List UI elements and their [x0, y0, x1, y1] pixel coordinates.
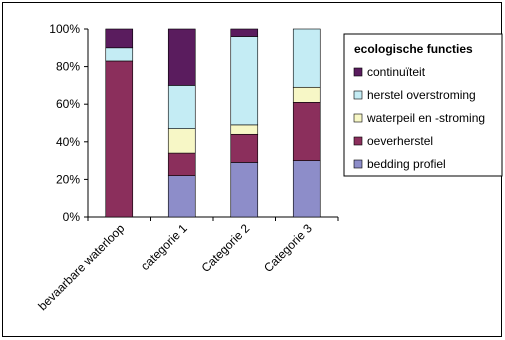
legend-item-label: oeverherstel	[367, 134, 433, 148]
bar-segment	[230, 162, 259, 218]
y-tick-label: 0%	[63, 210, 81, 224]
bar-segment	[230, 28, 259, 37]
x-tick-label: Categorie 2	[199, 221, 253, 275]
legend-title: ecologische functies	[354, 42, 473, 56]
y-tick-label: 40%	[56, 135, 80, 149]
bar-segment	[105, 28, 134, 49]
legend-box	[343, 33, 503, 177]
plot-area: 0% 20% 40% 60% 80% 100% bevaarbare waterloop ca…	[35, 22, 339, 313]
y-tick-label: 60%	[56, 97, 80, 111]
x-tick-label: bevaarbare waterloop	[35, 221, 127, 313]
bar-segment	[292, 102, 321, 161]
bar-segment	[292, 160, 321, 218]
bar-segment	[292, 86, 321, 103]
bar-segment	[167, 175, 196, 218]
legend-item-label: herstel overstroming	[367, 88, 476, 102]
y-tick-label: 100%	[49, 22, 80, 36]
bar-segment	[167, 85, 196, 129]
y-tick-label: 80%	[56, 60, 80, 74]
bar-segment	[230, 124, 259, 135]
legend-item-label: bedding profiel	[367, 157, 446, 171]
x-tick-label: Categorie 3	[261, 221, 315, 275]
legend-swatch	[353, 90, 363, 100]
bar-segment	[230, 36, 259, 126]
bar-segment	[167, 128, 196, 154]
bar-segment	[292, 28, 321, 88]
legend-item-label: waterpeil en -stroming	[366, 111, 485, 125]
bar-segment	[105, 47, 134, 62]
bar-segment	[167, 28, 196, 86]
legend-swatch	[353, 67, 363, 77]
bar-segment	[230, 133, 259, 163]
legend-item-label: continuïteit	[367, 65, 426, 79]
bar-segment	[167, 152, 196, 176]
legend: ecologische functies continuïteit herstel…	[343, 33, 503, 177]
y-tick-label: 20%	[56, 172, 80, 186]
legend-swatch	[353, 159, 363, 169]
bar-segment	[105, 60, 134, 218]
x-tick-label: categorie 1	[138, 221, 190, 273]
legend-swatch	[353, 136, 363, 146]
legend-swatch	[353, 113, 363, 123]
